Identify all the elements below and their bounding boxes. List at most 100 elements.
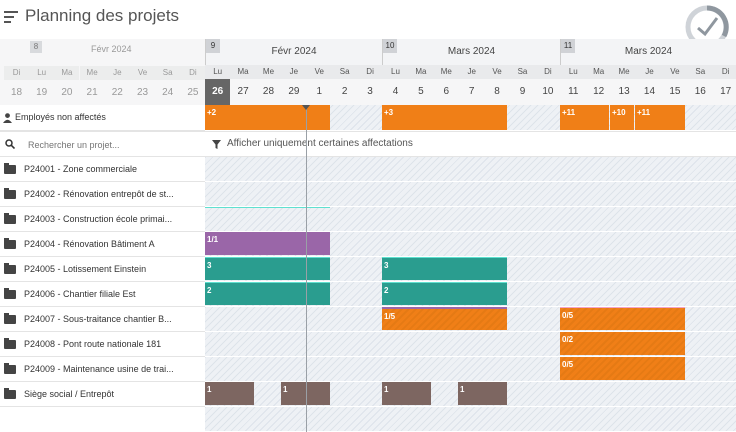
date-cell[interactable]: 2 xyxy=(341,86,348,97)
unassigned-label: Employés non affectés xyxy=(15,112,106,122)
project-row[interactable]: P24007 - Sous-traitance chantier B... xyxy=(0,307,205,332)
filter-bar[interactable]: Afficher uniquement certaines affectatio… xyxy=(205,131,736,157)
date-cell[interactable]: 25 xyxy=(187,87,199,98)
date-cell[interactable]: 11 xyxy=(568,86,579,97)
week-header: 11 Mars 2024 xyxy=(560,39,736,65)
day-name-cell: Ve xyxy=(130,66,155,80)
date-cell[interactable]: 10 xyxy=(542,86,554,97)
unassigned-bar[interactable]: +11 xyxy=(560,105,609,130)
day-name-cell: Ve xyxy=(314,67,324,76)
day-name-cell: Me xyxy=(440,67,452,76)
date-cell[interactable]: 23 xyxy=(136,87,149,98)
assignment-bar[interactable]: 0/5 xyxy=(560,307,685,330)
project-lane xyxy=(205,207,736,232)
date-cell[interactable]: 16 xyxy=(694,86,706,97)
folder-icon xyxy=(4,238,16,249)
date-cell[interactable]: 24 xyxy=(162,87,174,98)
assignment-bar[interactable]: 1/1 xyxy=(205,232,330,255)
day-name-cell: Je xyxy=(467,67,476,76)
day-name-cell: Je xyxy=(645,67,654,76)
date-cell[interactable]: 1 xyxy=(316,86,323,97)
project-row[interactable]: P24001 - Zone commerciale xyxy=(0,157,205,182)
date-cell[interactable]: 18 xyxy=(10,87,23,98)
assignment-bar[interactable]: 0/5 xyxy=(560,357,685,380)
week-label: Mars 2024 xyxy=(447,46,496,57)
folder-icon xyxy=(4,388,16,399)
date-cell[interactable]: 21 xyxy=(86,87,98,98)
project-row[interactable]: P24003 - Construction école primai... xyxy=(0,207,205,232)
project-row[interactable]: P24002 - Rénovation entrepôt de st... xyxy=(0,182,205,207)
assignment-bar[interactable]: 1/5 xyxy=(382,307,507,330)
date-cell[interactable]: 7 xyxy=(468,86,475,97)
project-label: P24008 - Pont route nationale 181 xyxy=(24,339,162,349)
search-input[interactable] xyxy=(26,136,200,154)
date-cell[interactable]: 15 xyxy=(669,86,681,97)
unassigned-count: +2 xyxy=(207,108,217,117)
project-lane: 0/5 xyxy=(205,357,736,382)
date-cell[interactable]: 22 xyxy=(111,87,123,98)
unassigned-employees-row[interactable]: Employés non affectés xyxy=(0,105,205,131)
day-name-cell: Me xyxy=(262,67,275,76)
date-cell[interactable]: 17 xyxy=(720,86,732,97)
date-cell[interactable]: 5 xyxy=(418,86,424,97)
day-name-cell: Sa xyxy=(155,66,181,80)
day-name-cell: Lu xyxy=(213,67,223,76)
week-number: 10 xyxy=(383,39,397,53)
project-row[interactable]: P24009 - Maintenance usine de trai... xyxy=(0,357,205,382)
unassigned-lane: +2 +3 +11 +10 +11 xyxy=(205,105,736,131)
bar-label: 2 xyxy=(384,286,389,295)
date-cell[interactable]: 19 xyxy=(36,87,48,98)
folder-icon xyxy=(4,188,16,199)
folder-icon xyxy=(4,288,16,299)
project-row[interactable]: Siège social / Entrepôt xyxy=(0,382,205,407)
unassigned-bar[interactable]: +2 xyxy=(205,105,330,130)
unassigned-count: +10 xyxy=(612,108,626,117)
unassigned-bar[interactable]: +3 xyxy=(382,105,507,130)
project-lane xyxy=(205,182,736,207)
assignment-bar[interactable]: 2 xyxy=(382,282,507,305)
assignment-bar[interactable]: 2 xyxy=(205,282,330,305)
date-cell[interactable]: 28 xyxy=(262,86,275,97)
day-name-cell: Lu xyxy=(391,67,400,76)
project-search[interactable] xyxy=(0,131,205,157)
date-cell[interactable]: 4 xyxy=(392,86,399,97)
menu-icon[interactable] xyxy=(4,11,18,23)
date-cell[interactable]: 20 xyxy=(61,87,73,98)
dates-row: 26 27 28 29 1 2 3 4 5 6 7 8 9 10 11 12 13 14 15 16 17 xyxy=(205,79,736,105)
page-title: Planning des projets xyxy=(25,6,180,25)
date-cell[interactable]: 6 xyxy=(443,86,450,97)
date-cell[interactable]: 12 xyxy=(593,86,605,97)
date-cell[interactable]: 27 xyxy=(237,86,249,97)
day-name-cell: Sa xyxy=(695,67,706,76)
project-row[interactable]: P24005 - Lotissement Einstein xyxy=(0,257,205,282)
day-names-row: Lu Ma Me Je Ve Sa Di Lu Ma Me Je Ve Sa Di Lu Ma Me Je Ve Sa… xyxy=(205,65,736,79)
folder-icon xyxy=(4,363,16,374)
assignment-bar[interactable]: 1 xyxy=(458,382,507,405)
assignment-bar[interactable]: 3 xyxy=(205,257,330,280)
date-cell[interactable]: 13 xyxy=(618,86,630,97)
week-header: 10 Mars 2024 xyxy=(382,39,560,65)
date-cell[interactable]: 8 xyxy=(494,86,500,97)
unassigned-bar[interactable]: +10 xyxy=(610,105,634,130)
date-cell[interactable]: 26 xyxy=(205,79,231,105)
assignment-bar[interactable]: 0/2 xyxy=(560,332,685,355)
folder-icon xyxy=(4,263,16,274)
day-name-cell: Sa xyxy=(339,67,350,76)
assignment-bar[interactable]: 1 xyxy=(281,382,330,405)
bar-label: 0/5 xyxy=(562,360,574,369)
project-row[interactable]: P24004 - Rénovation Bâtiment A xyxy=(0,232,205,257)
date-cell[interactable]: 9 xyxy=(519,86,526,97)
bar-label: 1/1 xyxy=(207,235,219,244)
project-row[interactable]: P24008 - Pont route nationale 181 xyxy=(0,332,205,357)
assignment-bar[interactable]: 1 xyxy=(382,382,431,405)
date-cell[interactable]: 29 xyxy=(288,86,300,97)
project-row[interactable]: P24006 - Chantier filiale Est xyxy=(0,282,205,307)
date-cell[interactable]: 14 xyxy=(643,86,656,97)
date-cell[interactable]: 3 xyxy=(367,86,373,97)
project-lane: 1/5 0/5 xyxy=(205,307,736,332)
unassigned-bar[interactable]: +11 xyxy=(635,105,685,130)
teal-marker xyxy=(205,207,330,208)
assignment-bar[interactable]: 1 xyxy=(205,382,254,405)
assignment-bar[interactable]: 3 xyxy=(382,257,507,280)
day-name-cell: Ma xyxy=(237,67,249,76)
